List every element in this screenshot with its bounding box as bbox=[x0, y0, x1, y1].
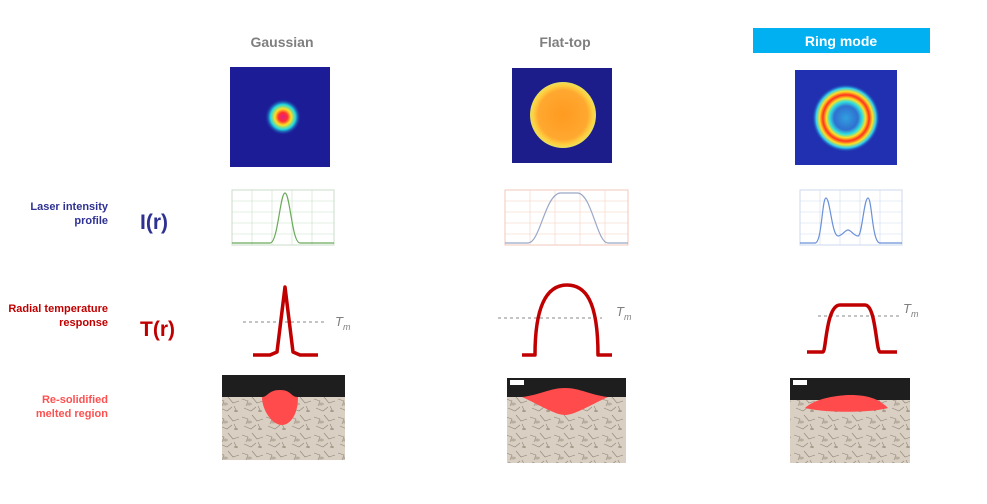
title-highlight bbox=[753, 28, 930, 53]
beam-image bbox=[230, 67, 330, 167]
tm-subscript: m bbox=[911, 309, 919, 319]
intensity-plot bbox=[231, 189, 335, 246]
beam-image bbox=[795, 70, 897, 165]
micrograph bbox=[507, 378, 626, 463]
temperature-curve: Tm bbox=[498, 283, 632, 357]
intensity-plot bbox=[504, 189, 629, 246]
tm-subscript: m bbox=[624, 312, 632, 322]
tm-subscript: m bbox=[343, 322, 351, 332]
beam-image bbox=[512, 68, 612, 163]
column-title: Gaussian bbox=[250, 34, 313, 50]
column-title: Flat-top bbox=[539, 34, 590, 50]
row-label: Radial temperature response bbox=[8, 303, 108, 329]
micrograph bbox=[222, 375, 345, 460]
tm-symbol: T bbox=[616, 304, 625, 319]
melting-temperature: Tm bbox=[616, 304, 632, 322]
tm-symbol: T bbox=[335, 314, 344, 329]
symbol: T(r) bbox=[140, 318, 175, 341]
tm-symbol: T bbox=[903, 301, 912, 316]
micrograph bbox=[790, 378, 910, 463]
temperature-curve: Tm bbox=[807, 301, 919, 354]
column-title: Ring mode bbox=[805, 33, 878, 49]
row-label: Re-solidified melted region bbox=[35, 394, 108, 420]
melting-temperature: Tm bbox=[903, 301, 919, 319]
intensity-plot bbox=[799, 189, 903, 246]
temperature-curve: Tm bbox=[243, 285, 351, 357]
symbol: I(r) bbox=[140, 211, 168, 234]
row-label: Laser intensity profile bbox=[30, 201, 108, 227]
melting-temperature: Tm bbox=[335, 314, 351, 332]
